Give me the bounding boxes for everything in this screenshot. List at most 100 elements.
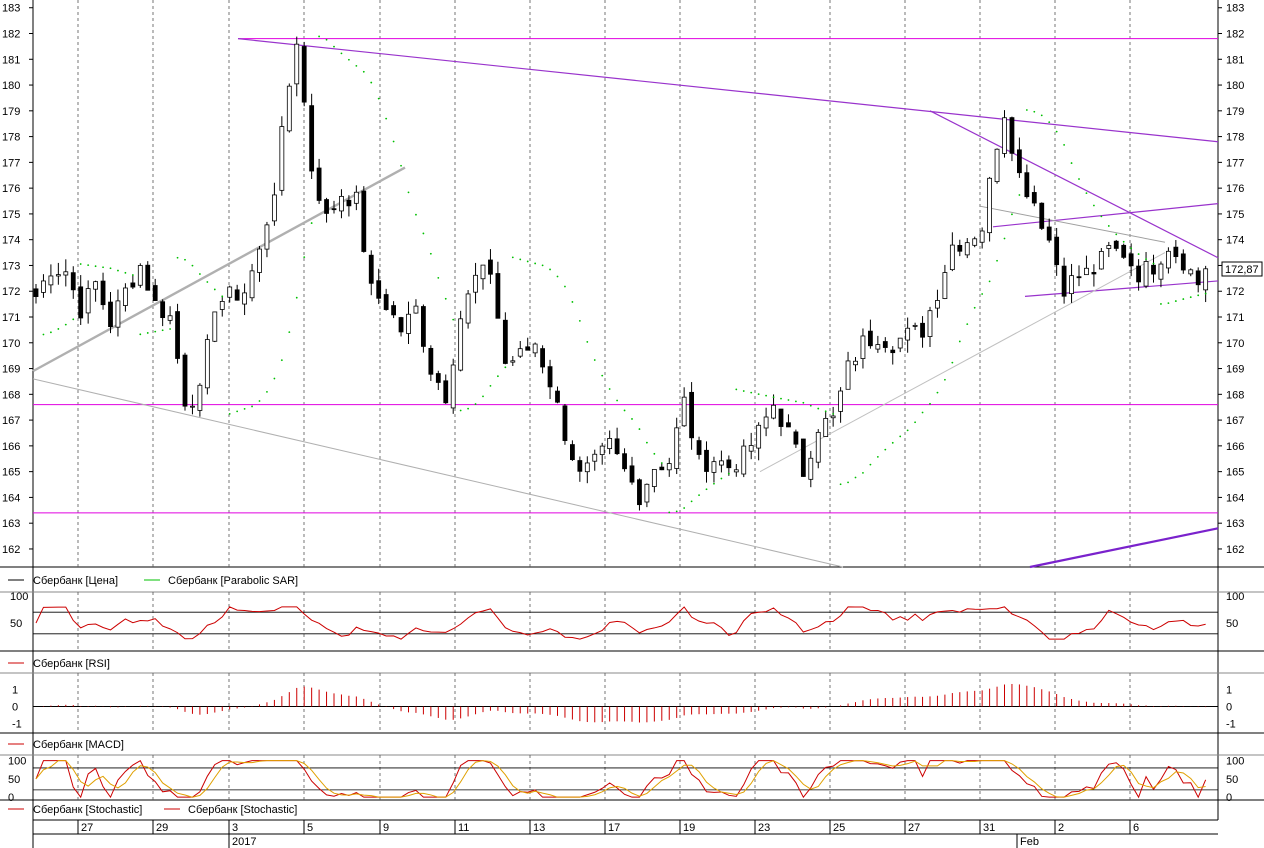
sar-dot [802, 401, 805, 404]
sar-dot [333, 45, 335, 48]
sar-dot [675, 510, 678, 513]
candle-body [182, 354, 188, 407]
sar-dot [87, 264, 90, 267]
sar-dot [534, 262, 537, 265]
sar-dot [280, 359, 283, 362]
sar-dot [243, 407, 246, 410]
candle-body [577, 460, 583, 472]
sar-dot [474, 403, 477, 405]
sar-dot [102, 266, 104, 269]
sar-dot [1160, 303, 1162, 305]
candle-body [1180, 253, 1186, 271]
sar-dot [1003, 237, 1006, 240]
y-tick-label-left: 166 [2, 441, 20, 453]
macd-legend: Сбербанк [MACD] [8, 739, 124, 751]
sar-dot [944, 378, 946, 381]
time-tick-label: 19 [683, 822, 695, 834]
candle-body [622, 453, 627, 470]
candle-body [1121, 244, 1127, 258]
y-tick-label-right: 176 [1226, 183, 1244, 195]
sar-dot [1145, 258, 1147, 261]
candle-body [331, 208, 337, 211]
sar-dot [1040, 114, 1043, 117]
sar-dot [385, 117, 388, 120]
rsi-line [35, 606, 1206, 640]
sar-dot [504, 366, 507, 369]
sar-dot [228, 413, 231, 415]
sar-dot [750, 391, 753, 394]
candle-body [525, 346, 531, 351]
candle-body [301, 46, 307, 103]
candle-body [763, 416, 769, 429]
candle-body [1046, 226, 1052, 241]
sar-dot [757, 393, 760, 396]
time-tick-label: 23 [758, 822, 770, 834]
sar-dot [452, 318, 455, 321]
candle-body [584, 462, 590, 473]
candle-body [800, 438, 806, 477]
sar-dot [236, 410, 239, 413]
candle-body [420, 306, 426, 347]
y-tick-label-right: 174 [1226, 235, 1244, 247]
sar-dot [1063, 144, 1065, 146]
candle-body [55, 274, 61, 277]
trend-line [992, 203, 1219, 228]
y-tick-label-left: 174 [2, 235, 20, 247]
price-legend: Сбербанк [Цена] Сбербанк [Parabolic SAR] [8, 575, 298, 587]
sar-dot [891, 441, 894, 444]
macd-tick-label: 1 [1226, 685, 1232, 697]
sar-dot [735, 388, 738, 391]
sar-dot [854, 476, 857, 479]
y-tick-label-left: 170 [2, 338, 20, 350]
candle-body [1136, 265, 1141, 283]
candle-body [339, 195, 344, 212]
time-tick-label: 31 [983, 822, 995, 834]
sar-dot [489, 384, 492, 387]
sar-dot [862, 471, 864, 474]
time-tick-label: 29 [156, 822, 168, 834]
y-tick-label-right: 168 [1226, 389, 1244, 401]
sar-dot [184, 258, 186, 261]
sar-dot [79, 263, 82, 265]
candle-body [108, 301, 113, 328]
candle-body [830, 415, 836, 419]
sar-dot [824, 410, 827, 413]
sar-dot [586, 341, 589, 343]
stochastic-series [33, 759, 1218, 799]
sar-dot [221, 295, 224, 298]
sar-dot [690, 500, 693, 503]
candle-body [599, 445, 605, 456]
legend-price-label: Сбербанк [Цена] [33, 575, 118, 587]
candle-body [860, 335, 866, 359]
candle-body [324, 199, 329, 214]
candle-body [1158, 263, 1164, 280]
y-tick-label-right: 166 [1226, 441, 1244, 453]
candle-body [629, 465, 635, 483]
candle-body [63, 271, 69, 276]
sar-dot [161, 329, 164, 332]
candle-body [838, 390, 843, 412]
sar-dot [251, 405, 253, 408]
sar-dot [288, 331, 291, 334]
sar-dot [1182, 298, 1185, 300]
legend-stoch-label-2: Сбербанк [Stochastic] [188, 804, 297, 816]
stoch-tick-label: 50 [1226, 774, 1238, 786]
candle-body [495, 273, 501, 319]
trend-line [759, 252, 1166, 473]
sar-dot [1115, 233, 1118, 236]
candle-body [488, 259, 493, 275]
trend-line [32, 378, 844, 568]
sar-dot [1152, 262, 1155, 265]
time-tick-label: 9 [383, 822, 389, 834]
y-tick-label-left: 179 [2, 106, 20, 118]
sar-dot [847, 481, 849, 484]
macd-tick-label: 0 [1226, 702, 1232, 714]
sar-dot [772, 396, 775, 399]
candle-body [994, 148, 1000, 183]
sar-dot [608, 388, 611, 390]
y-tick-label-right: 182 [1226, 29, 1244, 41]
sar-dot [839, 483, 842, 486]
parabolic-sar-series [42, 35, 1207, 514]
candle-body [1061, 265, 1067, 297]
sar-dot [899, 435, 902, 438]
